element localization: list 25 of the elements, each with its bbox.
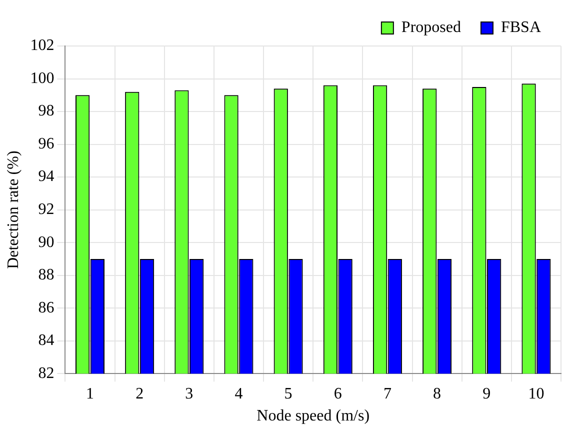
x-tick-label: 6 — [334, 385, 342, 402]
x-tick-label: 2 — [136, 385, 144, 402]
y-tick-label: 88 — [38, 266, 54, 284]
legend-label: FBSA — [500, 19, 542, 36]
x-axis-title: Node speed (m/s) — [256, 408, 370, 425]
y-tick-label: 90 — [38, 234, 54, 251]
y-tick-label: 92 — [38, 201, 54, 218]
x-tick-label: 1 — [86, 385, 94, 402]
x-tick-label: 10 — [528, 385, 544, 402]
y-axis-title: Detection rate (%) — [4, 150, 22, 269]
x-tick-label: 9 — [482, 385, 491, 402]
x-tick-label: 8 — [433, 385, 442, 402]
y-tick-label: 102 — [30, 37, 54, 54]
y-tick-label: 98 — [38, 102, 54, 120]
y-tick-label: 94 — [38, 168, 54, 186]
legend-label: Proposed — [401, 19, 461, 36]
x-tick-label: 7 — [383, 385, 392, 402]
x-tick-label: 3 — [185, 385, 194, 402]
x-tick-label: 4 — [234, 385, 243, 402]
y-tick-label: 84 — [38, 332, 54, 350]
y-tick-label: 96 — [38, 135, 54, 152]
y-tick-label: 82 — [38, 364, 54, 382]
y-tick-label: 86 — [38, 299, 54, 316]
x-tick-label: 5 — [284, 385, 292, 402]
y-tick-label: 100 — [30, 70, 54, 87]
